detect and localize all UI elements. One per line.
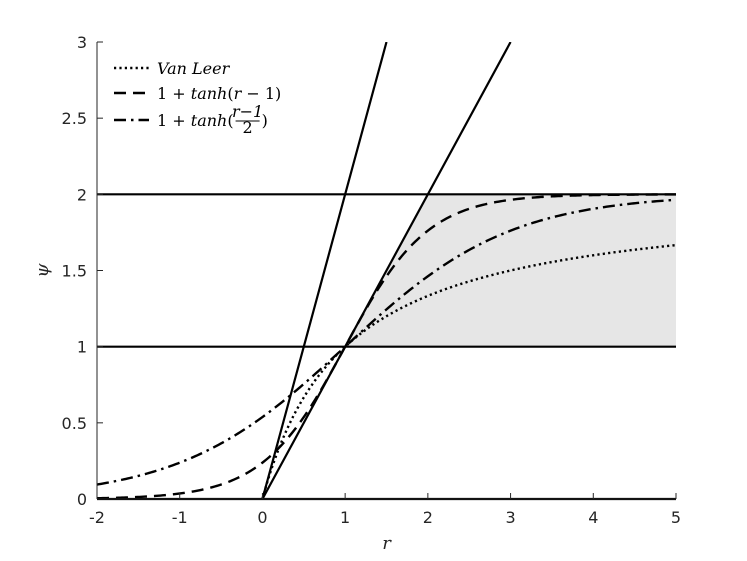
- legend-label-tanh-half: 1 + tanh(: [157, 111, 234, 130]
- y-tick-label: 2: [77, 185, 87, 204]
- y-tick-label: 0.5: [62, 414, 87, 433]
- legend-label-part: (: [227, 84, 233, 103]
- ticks-layer: -2 -1 0 1 2 3 4 5 0 0.5 1 1.5 2 2.5 3: [62, 33, 682, 527]
- series-layer: [97, 193, 676, 499]
- legend-label-part: r: [234, 84, 243, 103]
- series-line-3: [97, 198, 676, 486]
- y-axis-label: ψ: [32, 263, 53, 278]
- legend-label-part: tanh: [191, 111, 228, 130]
- y-tick-label: 1.5: [62, 262, 87, 281]
- legend-fraction-denominator: 2: [243, 118, 253, 137]
- x-tick-label: 2: [423, 508, 433, 527]
- shaded-region-layer: [303, 194, 676, 347]
- x-tick-label: 4: [588, 508, 598, 527]
- reference-line-slope-4: [261, 42, 512, 499]
- y-tick-label: 3: [77, 33, 87, 52]
- x-axis-label: r: [382, 533, 392, 554]
- legend-label-part: 1 +: [157, 84, 191, 103]
- y-tick-label: 2.5: [62, 109, 87, 128]
- y-tick-label: 0: [77, 490, 87, 509]
- legend-label-part: tanh: [191, 84, 228, 103]
- x-tick-label: -1: [172, 508, 188, 527]
- x-tick-label: 0: [257, 508, 267, 527]
- x-tick-label: 1: [340, 508, 350, 527]
- legend-label-van-leer: Van Leer: [157, 59, 231, 78]
- legend-label-part: Van Leer: [157, 59, 231, 78]
- legend-label-part: − 1): [241, 84, 281, 103]
- x-tick-label: 3: [505, 508, 515, 527]
- legend-label-tanh: 1 + tanh(r − 1): [157, 84, 281, 103]
- y-tick-label: 1: [77, 338, 87, 357]
- legend-label-part: 1 +: [157, 111, 191, 130]
- reference-line-slope-3: [261, 42, 388, 499]
- x-tick-label: 5: [671, 508, 681, 527]
- legend-fraction-numerator: r−1: [232, 102, 263, 121]
- series-line-2: [97, 193, 676, 499]
- legend-label-part: (: [227, 111, 233, 130]
- shaded-region: [303, 194, 676, 347]
- x-tick-label: -2: [89, 508, 105, 527]
- legend-fraction-tail: ): [262, 111, 268, 130]
